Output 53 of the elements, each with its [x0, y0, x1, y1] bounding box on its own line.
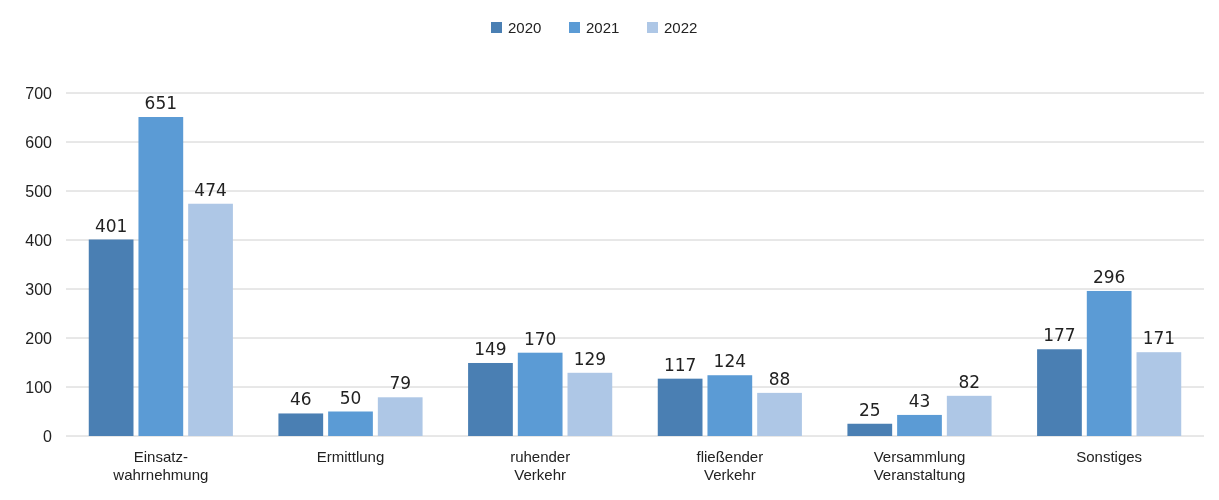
- data-label: 25: [858, 399, 881, 420]
- data-label: 170: [523, 328, 557, 349]
- legend-label: 2022: [664, 19, 698, 37]
- legend-label: 2020: [508, 19, 542, 37]
- data-label: 79: [389, 373, 412, 394]
- legend-label: 2021: [586, 19, 620, 37]
- data-label: 474: [194, 179, 227, 200]
- data-label: 117: [663, 354, 697, 375]
- x-tick-label: Sonstiges: [1076, 448, 1143, 465]
- bar: [897, 414, 942, 436]
- x-tick-label: Einsatz- wahrnehmung: [112, 448, 209, 483]
- y-tick-label: 300: [25, 280, 53, 298]
- y-tick-label: 600: [25, 133, 53, 151]
- data-label: 177: [1043, 325, 1076, 346]
- data-label: 46: [289, 389, 312, 410]
- data-label: 124: [713, 351, 747, 372]
- bar: [88, 239, 134, 436]
- data-label: 82: [958, 371, 981, 392]
- data-label: 296: [1092, 266, 1126, 287]
- data-label: 129: [573, 348, 607, 369]
- bar: [468, 362, 513, 436]
- bar: [946, 395, 992, 436]
- data-label: 171: [1142, 328, 1176, 349]
- bar: [757, 392, 802, 436]
- y-tick-label: 100: [25, 378, 53, 396]
- data-label: 50: [339, 387, 362, 408]
- bar: [328, 411, 373, 436]
- bar: [278, 413, 324, 436]
- data-label: 43: [908, 390, 931, 411]
- bar: [657, 378, 703, 436]
- bar: [707, 375, 753, 436]
- bar: [377, 397, 423, 436]
- y-tick-label: 0: [43, 427, 53, 445]
- data-label: 149: [474, 338, 507, 359]
- bar: [1037, 349, 1082, 436]
- x-tick-label: ruhender Verkehr: [510, 448, 571, 483]
- data-label: 651: [144, 93, 178, 114]
- bar: [188, 203, 233, 436]
- bar: [138, 117, 184, 436]
- bar: [567, 372, 613, 436]
- bar: [517, 352, 563, 436]
- y-tick-label: 700: [25, 84, 53, 102]
- y-tick-label: 200: [25, 329, 53, 347]
- x-tick-label: Versammlung Veranstaltung: [873, 448, 966, 483]
- x-tick-label: fließender Verkehr: [696, 448, 764, 483]
- y-tick-label: 500: [25, 182, 53, 200]
- bar: [847, 423, 893, 436]
- x-tick-label: Ermittlung: [316, 448, 385, 465]
- bar: [1136, 352, 1182, 436]
- data-label: 88: [768, 368, 791, 389]
- y-tick-label: 400: [25, 231, 53, 249]
- bar: [1086, 290, 1132, 436]
- data-label: 401: [94, 215, 128, 236]
